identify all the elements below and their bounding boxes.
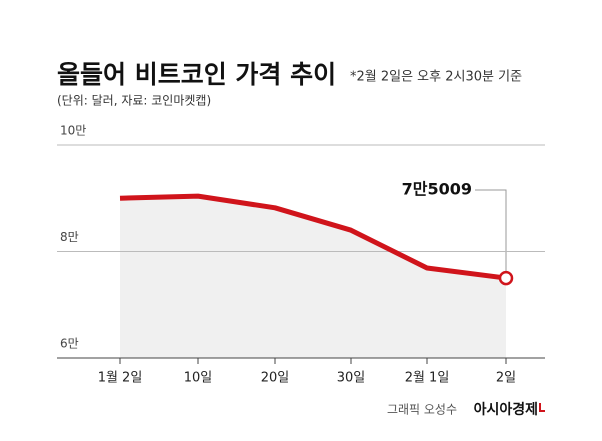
y-tick-label: 6만 (60, 337, 79, 351)
value-label: 7만5009 (402, 180, 472, 199)
data-line (119, 193, 507, 281)
x-tick-label: 30일 (337, 371, 366, 386)
credit: 그래픽 오성수 (387, 403, 457, 417)
logo-mark (539, 403, 545, 412)
x-tick-label: 1월 2일 (98, 371, 143, 386)
annotation: *2월 2일은 오후 2시30분 기준 (350, 70, 522, 85)
publisher: 아시아경제 (474, 401, 538, 418)
end-marker (498, 270, 514, 286)
y-tick-label: 8만 (60, 230, 79, 244)
y-tick-label: 10만 (60, 124, 86, 138)
area-fill (120, 196, 506, 358)
subtitle: (단위: 달러, 자료: 코인마켓캡) (57, 94, 211, 108)
x-tick-label: 10일 (184, 371, 213, 386)
x-tick-label: 2일 (496, 371, 516, 386)
x-tick-label: 2월 1일 (405, 371, 450, 386)
chart-title: 올들어 비트코인 가격 추이 (57, 60, 336, 89)
leader-line (475, 189, 507, 276)
x-tick-label: 20일 (261, 371, 290, 386)
